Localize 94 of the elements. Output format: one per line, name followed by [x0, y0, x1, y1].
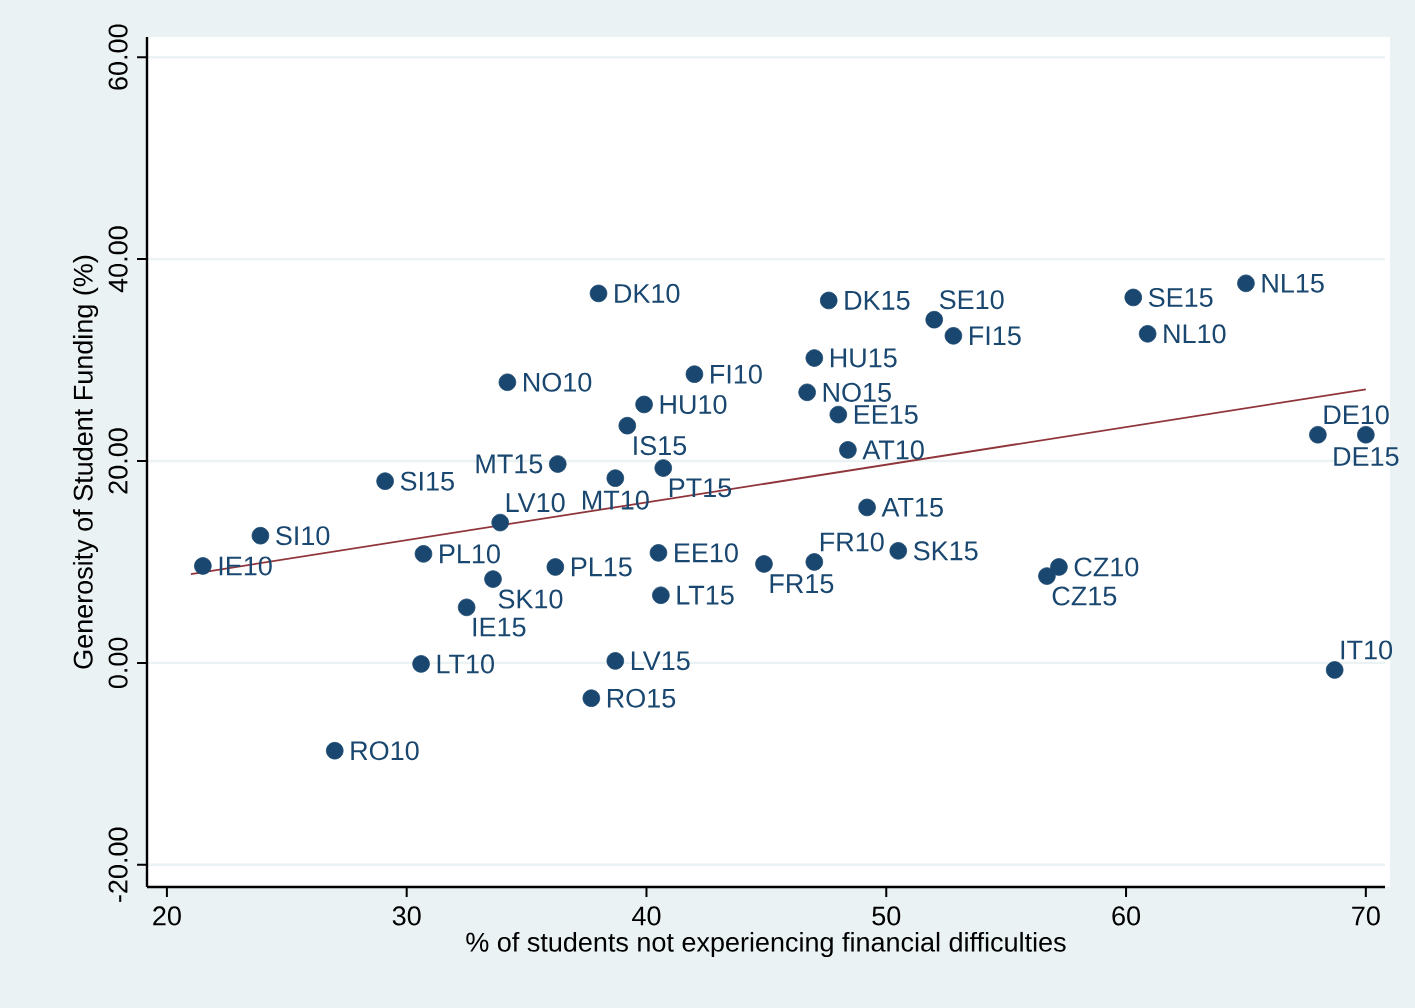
x-axis-title: % of students not experiencing financial difficulties: [466, 931, 1066, 958]
point: [1038, 567, 1056, 585]
point: [325, 741, 344, 760]
annotation: CZ10: [1074, 557, 1139, 577]
annotation: NL10: [1164, 324, 1226, 344]
annotation: DK15: [845, 291, 910, 310]
point: [1237, 274, 1255, 293]
annotation: FI15: [970, 326, 1021, 346]
annotation: IT10: [1341, 640, 1393, 660]
x-tick-label: 50: [872, 906, 901, 926]
point: [635, 395, 653, 414]
point: [498, 373, 517, 392]
annotation: NO15: [823, 382, 891, 402]
point: [491, 513, 509, 532]
point: [819, 291, 838, 310]
y-axis-title: Generosity of Student Funding (%): [72, 255, 99, 669]
point: [839, 441, 857, 459]
point: [1138, 325, 1157, 343]
annotation: LV10: [506, 493, 565, 513]
annotation: PL15: [571, 557, 632, 577]
annotation: LV15: [631, 651, 690, 671]
point: [1325, 661, 1344, 679]
point: [654, 459, 673, 477]
annotation: SI10: [276, 526, 330, 546]
annotation: IS15: [634, 436, 687, 456]
annotation: MT10: [583, 490, 649, 510]
annotation: RO10: [351, 741, 419, 761]
point: [649, 544, 668, 562]
point: [618, 416, 637, 435]
point: [1309, 425, 1327, 444]
annotation: EE15: [854, 405, 918, 424]
annotation: EE10: [675, 543, 738, 563]
annotation: MT15: [476, 454, 543, 474]
annotation: NO10: [524, 372, 592, 392]
point: [251, 526, 270, 545]
x-tick-label: 40: [632, 906, 661, 926]
point: [606, 469, 625, 487]
annotation: RO15: [607, 688, 676, 708]
y-tick-label: 60.00: [108, 24, 128, 90]
point: [925, 310, 943, 329]
point: [1124, 288, 1143, 307]
annotation: LT15: [677, 585, 734, 605]
y-tick-label: 0.00: [108, 637, 128, 689]
point: [376, 472, 394, 490]
point: [457, 598, 476, 617]
annotation: PT15: [669, 478, 732, 498]
point: [798, 383, 816, 402]
point: [755, 555, 773, 573]
annotation: SK10: [498, 589, 563, 609]
annotation: NL15: [1262, 273, 1324, 293]
annotation: SK15: [913, 541, 978, 561]
point: [582, 689, 601, 707]
point: [858, 498, 876, 517]
x-tick-label: 70: [1352, 906, 1380, 926]
point: [944, 327, 963, 345]
annotation: DE15: [1334, 447, 1399, 466]
point: [412, 655, 430, 673]
annotation: DK10: [615, 283, 680, 303]
point: [805, 553, 824, 571]
annotation: LT10: [437, 654, 494, 674]
y-tick-label: 20.00: [108, 428, 128, 494]
point: [829, 405, 848, 424]
x-tick-label: 60: [1112, 906, 1141, 926]
point: [805, 349, 824, 367]
point: [652, 586, 670, 605]
annotation: SE10: [939, 290, 1004, 310]
annotation: FR10: [820, 532, 884, 552]
point: [414, 545, 433, 563]
point: [889, 542, 908, 560]
y-tick-label: 40.00: [108, 226, 128, 293]
annotation: CZ15: [1052, 586, 1117, 606]
annotation: AT10: [862, 440, 924, 460]
x-tick-label: 30: [392, 906, 421, 926]
point: [1357, 425, 1375, 444]
point: [548, 455, 567, 473]
annotation: PL10: [440, 544, 500, 564]
annotation: HU15: [830, 348, 897, 368]
annotation: FR15: [770, 574, 834, 594]
annotation: AT15: [881, 498, 943, 517]
annotation: SI15: [400, 471, 454, 491]
point: [685, 365, 704, 383]
point: [546, 558, 565, 576]
point: [589, 284, 608, 303]
y-tick-label: -20.00: [108, 827, 128, 902]
annotation: IE15: [473, 617, 526, 637]
point: [484, 570, 502, 588]
annotation: DE10: [1324, 405, 1389, 425]
annotation: HU10: [660, 394, 727, 414]
point: [194, 557, 212, 575]
annotation: FI10: [711, 364, 762, 384]
point: [606, 652, 625, 670]
annotation: SE15: [1148, 287, 1213, 307]
point: [1050, 558, 1068, 576]
x-tick-label: 20: [153, 906, 181, 926]
